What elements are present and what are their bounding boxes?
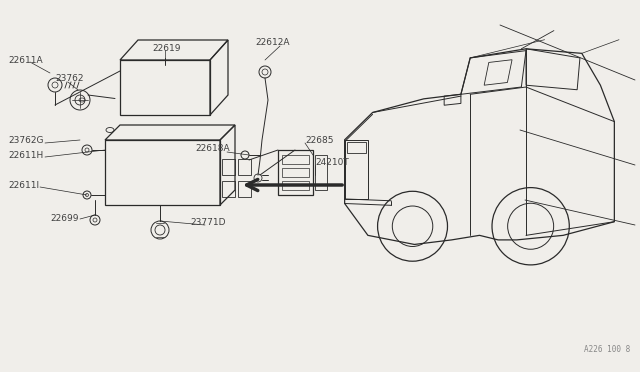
Text: 22611A: 22611A [8,55,43,64]
Text: 22699: 22699 [50,214,79,222]
Text: 24210T: 24210T [315,157,349,167]
Text: 22618A: 22618A [195,144,230,153]
Text: 23771D: 23771D [190,218,225,227]
Text: 22611I: 22611I [8,180,39,189]
Text: A226 100 8: A226 100 8 [584,345,630,354]
Text: 22685: 22685 [305,135,333,144]
Text: 23762G: 23762G [8,135,44,144]
Text: 23762: 23762 [55,74,83,83]
Text: 22612A: 22612A [255,38,289,46]
Text: 22619: 22619 [152,44,180,52]
Text: 22611H: 22611H [8,151,44,160]
